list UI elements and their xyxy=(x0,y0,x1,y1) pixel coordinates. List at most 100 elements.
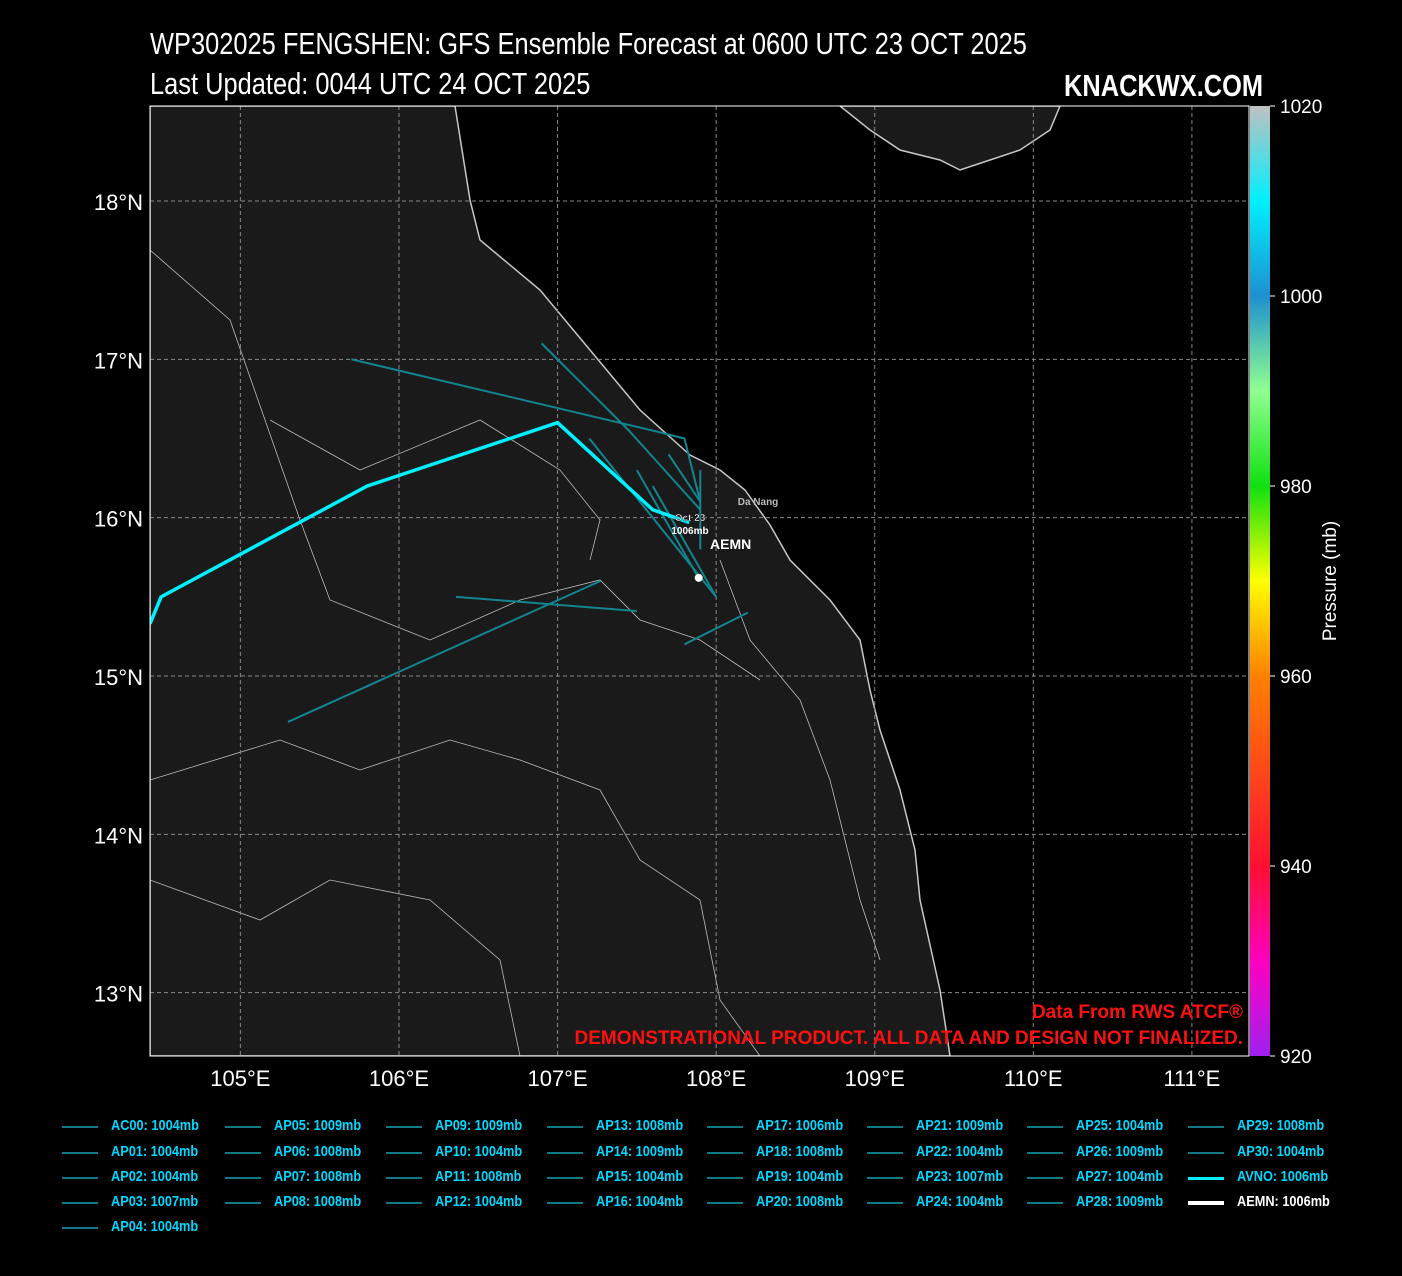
legend-item-label: AC00: 1004mb xyxy=(111,1117,199,1134)
legend-line-ens xyxy=(62,1152,98,1154)
legend-item-label: AP08: 1008mb xyxy=(274,1193,362,1210)
ensemble-track xyxy=(455,595,637,613)
legend-line-ens xyxy=(1188,1126,1224,1128)
legend-item-label: AP10: 1004mb xyxy=(435,1143,523,1160)
legend-item-label: AP03: 1007mb xyxy=(111,1193,199,1210)
place-label: Da Nang xyxy=(738,497,779,508)
ensemble-track xyxy=(651,485,718,598)
legend-item-label: AP29: 1008mb xyxy=(1237,1117,1325,1134)
legend-item-label: AP20: 1008mb xyxy=(756,1193,844,1210)
legend-line-ens xyxy=(62,1126,98,1128)
legend-line-ens xyxy=(1027,1152,1063,1154)
legend-item-label: AP01: 1004mb xyxy=(111,1143,199,1160)
legend-item-label: AP30: 1004mb xyxy=(1237,1143,1325,1160)
aemn-label: AEMN xyxy=(710,536,751,552)
legend-line-ens xyxy=(386,1177,422,1179)
colorbar-tick-label: 1020 xyxy=(1280,97,1322,118)
lon-tick-label: 106°E xyxy=(369,1066,429,1091)
legend-line-avno xyxy=(1188,1177,1224,1180)
legend-line-ens xyxy=(386,1202,422,1204)
colorbar-tick-label: 1000 xyxy=(1280,287,1322,308)
legend-line-ens xyxy=(386,1126,422,1128)
legend-item-label: AP23: 1007mb xyxy=(916,1168,1004,1185)
legend-line-ens xyxy=(1188,1152,1224,1154)
legend-item-label: AP28: 1009mb xyxy=(1076,1193,1164,1210)
legend-line-ens xyxy=(707,1126,743,1128)
data-source: Data From RWS ATCF® xyxy=(1032,1002,1243,1023)
legend-item-label: AP19: 1004mb xyxy=(756,1168,844,1185)
legend-item-label: AP24: 1004mb xyxy=(916,1193,1004,1210)
lon-tick-label: 105°E xyxy=(210,1066,270,1091)
legend-line-ens xyxy=(547,1177,583,1179)
legend-line-ens xyxy=(225,1126,261,1128)
ensemble-track xyxy=(541,342,702,511)
legend-line-ens xyxy=(867,1126,903,1128)
lat-tick-label: 13°N xyxy=(94,982,143,1007)
legend-item-label: AEMN: 1006mb xyxy=(1237,1193,1330,1210)
lat-tick-label: 17°N xyxy=(94,348,143,373)
ensemble-track xyxy=(287,580,601,723)
legend-line-ens xyxy=(867,1202,903,1204)
lat-tick-label: 18°N xyxy=(94,190,143,215)
legend-line-ens xyxy=(547,1126,583,1128)
province-borders xyxy=(150,249,881,1056)
lat-tick-label: 16°N xyxy=(94,507,143,532)
legend-line-ens xyxy=(1027,1202,1063,1204)
legend-line-ens xyxy=(707,1177,743,1179)
ensemble-track xyxy=(667,453,702,503)
legend-item-label: AP07: 1008mb xyxy=(274,1168,362,1185)
lat-tick-label: 15°N xyxy=(94,665,143,690)
legend-item-label: AP18: 1008mb xyxy=(756,1143,844,1160)
legend-line-ens xyxy=(62,1227,98,1229)
legend-item-label: AP14: 1009mb xyxy=(596,1143,684,1160)
legend-item-label: AP22: 1004mb xyxy=(916,1143,1004,1160)
last-updated: Last Updated: 0044 UTC 24 OCT 2025 xyxy=(150,66,591,101)
legend-line-ens xyxy=(62,1202,98,1204)
lon-tick-label: 107°E xyxy=(527,1066,587,1091)
legend-item-label: AP25: 1004mb xyxy=(1076,1117,1164,1134)
legend-item-label: AP06: 1008mb xyxy=(274,1143,362,1160)
legend-item-label: AP05: 1009mb xyxy=(274,1117,362,1134)
legend-line-ens xyxy=(867,1177,903,1179)
lon-tick-label: 109°E xyxy=(845,1066,905,1091)
brand-logo: KNACKWX.COM xyxy=(1064,68,1264,103)
lat-tick-label: 14°N xyxy=(94,823,143,848)
ensemble-track xyxy=(683,611,749,646)
legend-item-label: AP02: 1004mb xyxy=(111,1168,199,1185)
legend-line-ens xyxy=(225,1177,261,1179)
legend-item-label: AP15: 1004mb xyxy=(596,1168,684,1185)
ensemble-track xyxy=(351,358,702,503)
aemn-position-marker xyxy=(694,573,703,582)
legend-item-label: AP17: 1006mb xyxy=(756,1117,844,1134)
lon-tick-label: 108°E xyxy=(686,1066,746,1091)
land-hainan xyxy=(838,106,1061,171)
legend-item-label: AP11: 1008mb xyxy=(435,1168,522,1185)
avno-track xyxy=(150,420,690,625)
chart-title: WP302025 FENGSHEN: GFS Ensemble Forecast… xyxy=(150,26,1027,61)
legend-line-ens xyxy=(1027,1177,1063,1179)
tracks xyxy=(150,342,749,723)
storm-pressure-label: 1006mb xyxy=(671,526,708,537)
legend-line-ens xyxy=(707,1202,743,1204)
legend-item-label: AP27: 1004mb xyxy=(1076,1168,1164,1185)
map-frame xyxy=(149,105,1250,1057)
legend-line-ens xyxy=(62,1177,98,1179)
colorbar-tick-label: 940 xyxy=(1280,857,1312,878)
ensemble-track xyxy=(635,469,702,582)
legend-item-label: AP26: 1009mb xyxy=(1076,1143,1164,1160)
legend-line-ens xyxy=(225,1152,261,1154)
legend-item-label: AP13: 1008mb xyxy=(596,1117,684,1134)
legend-line-aemn xyxy=(1188,1201,1224,1205)
lon-tick-label: 110°E xyxy=(1004,1066,1063,1091)
legend-line-ens xyxy=(386,1152,422,1154)
legend-line-ens xyxy=(1027,1126,1063,1128)
pressure-colorbar xyxy=(1250,106,1270,1056)
disclaimer: DEMONSTRATIONAL PRODUCT. ALL DATA AND DE… xyxy=(575,1028,1244,1049)
legend-item-label: AP09: 1009mb xyxy=(435,1117,523,1134)
legend-item-label: AP04: 1004mb xyxy=(111,1218,199,1235)
lon-tick-label: 111°E xyxy=(1163,1066,1220,1091)
gridlines xyxy=(150,106,1249,1056)
legend-line-ens xyxy=(707,1152,743,1154)
legend-line-ens xyxy=(867,1152,903,1154)
